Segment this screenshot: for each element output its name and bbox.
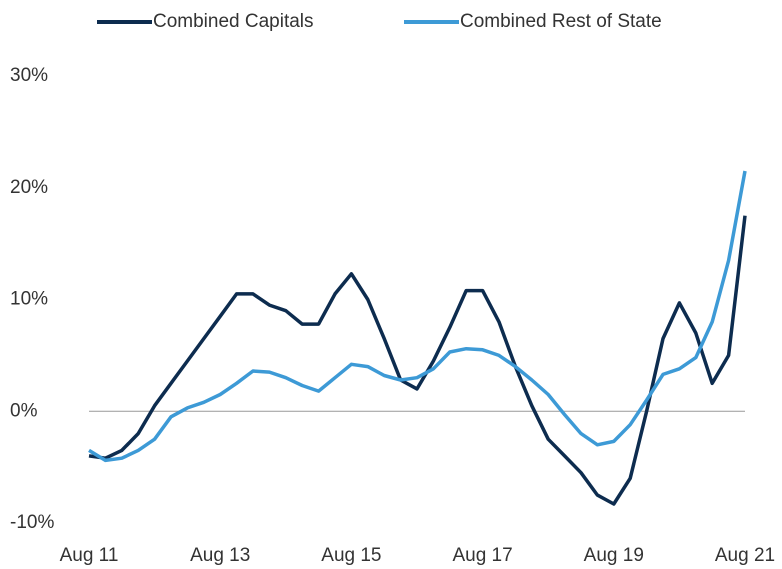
y-tick-label: 0% bbox=[10, 400, 38, 421]
x-tick-label: Aug 15 bbox=[321, 545, 381, 566]
x-tick-label: Aug 13 bbox=[190, 545, 250, 566]
line-series bbox=[88, 170, 747, 463]
y-tick-label: 30% bbox=[10, 65, 48, 86]
x-tick-label: Aug 11 bbox=[60, 545, 119, 566]
line-series bbox=[88, 215, 747, 506]
x-tick-label: Aug 21 bbox=[715, 545, 775, 566]
legend-label: Combined Capitals bbox=[153, 11, 314, 32]
y-tick-label: 10% bbox=[10, 289, 48, 310]
y-tick-label: -10% bbox=[10, 512, 54, 533]
x-tick-label: Aug 17 bbox=[452, 545, 512, 566]
legend-label: Combined Rest of State bbox=[460, 11, 662, 32]
y-tick-label: 20% bbox=[10, 177, 48, 198]
x-tick-label: Aug 19 bbox=[584, 545, 644, 566]
